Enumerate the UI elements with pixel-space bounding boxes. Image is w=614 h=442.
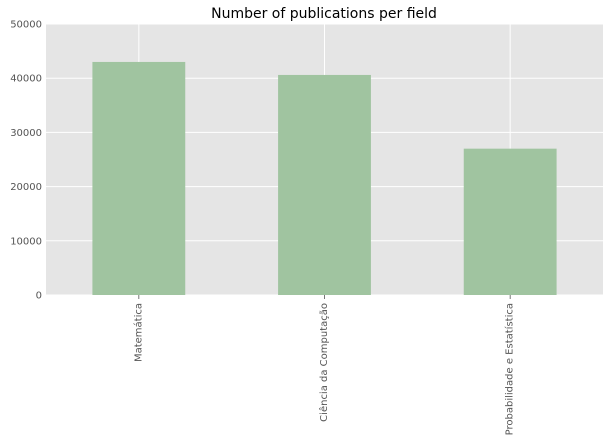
bar <box>463 148 557 295</box>
y-tick-label: 20000 <box>10 182 42 193</box>
x-axis-tick-labels: Matemática Ciência da Computação Probabili… <box>132 295 516 435</box>
y-tick-label: 30000 <box>10 128 42 139</box>
y-axis-tick-labels: 0 10000 20000 30000 40000 50000 <box>10 20 42 302</box>
bar <box>92 61 186 295</box>
x-tick-label: Ciência da Computação <box>318 303 330 422</box>
x-tick-label: Matemática <box>132 303 144 362</box>
bars <box>92 61 557 295</box>
y-tick-label: 10000 <box>10 236 42 247</box>
y-tick-label: 0 <box>36 291 42 302</box>
y-tick-label: 50000 <box>10 20 42 31</box>
x-tick-label: Probabilidade e Estatística <box>504 303 516 435</box>
chart-title: Number of publications per field <box>211 6 437 22</box>
bar <box>278 74 371 295</box>
y-tick-label: 40000 <box>10 74 42 85</box>
